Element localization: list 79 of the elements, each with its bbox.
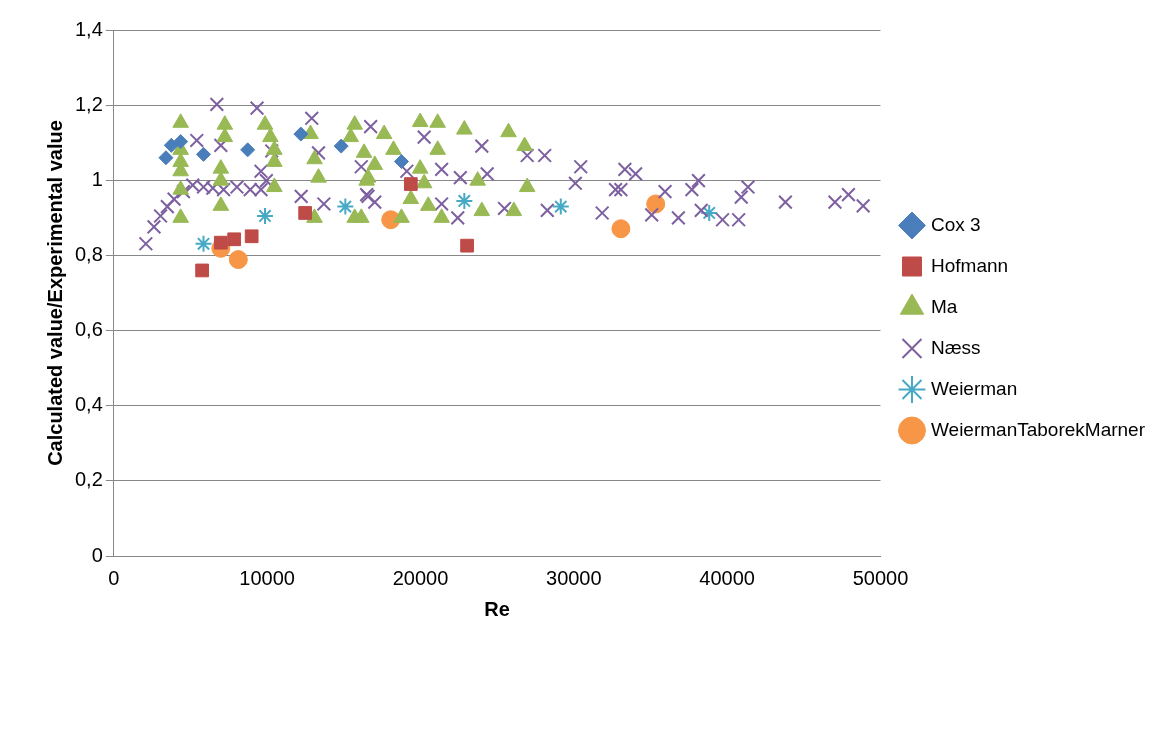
point	[551, 197, 570, 216]
point	[411, 159, 429, 174]
point	[342, 127, 359, 143]
point	[212, 171, 230, 186]
point	[402, 189, 420, 205]
point	[455, 191, 474, 210]
legend-label: Hofmann	[930, 254, 1009, 276]
point	[212, 196, 230, 211]
x-axis-title: Re	[484, 597, 510, 620]
point	[516, 136, 533, 152]
y-tick-label: 1,4	[74, 17, 103, 40]
point	[262, 127, 279, 143]
legend-label: WeiermanTaborekMarner	[930, 418, 1146, 440]
point	[266, 177, 283, 193]
point	[266, 152, 283, 167]
point	[195, 263, 209, 278]
point	[460, 238, 474, 253]
point	[196, 146, 212, 162]
point	[429, 113, 446, 128]
x-tick-label: 30000	[546, 566, 602, 589]
point	[212, 159, 230, 174]
point	[469, 171, 486, 186]
point	[172, 208, 189, 223]
point	[310, 168, 327, 183]
point	[255, 206, 274, 225]
point	[456, 120, 473, 135]
x-tick-label: 0	[108, 566, 120, 589]
point	[429, 140, 446, 155]
point	[385, 140, 402, 155]
y-tick-label: 1	[91, 167, 103, 190]
x-tick-label: 20000	[392, 566, 449, 589]
legend-label: Ma	[930, 295, 958, 317]
point	[216, 115, 234, 130]
point	[228, 250, 248, 270]
point	[646, 194, 666, 214]
x-tick-label: 10000	[239, 566, 295, 589]
point	[227, 232, 242, 247]
legend-label: Næss	[930, 336, 981, 358]
point	[336, 197, 355, 216]
point	[298, 206, 313, 220]
legend-label: Weierman	[930, 377, 1018, 399]
point	[172, 113, 189, 128]
point	[415, 173, 433, 189]
point	[244, 229, 259, 244]
y-tick-label: 0,8	[74, 242, 103, 265]
legend-label: Cox 3	[930, 213, 981, 235]
point	[266, 140, 283, 155]
point	[216, 127, 234, 143]
point	[518, 177, 536, 193]
point	[306, 149, 323, 165]
y-tick-label: 0,4	[74, 393, 103, 416]
point	[172, 180, 189, 195]
y-tick-label: 1,2	[74, 92, 103, 115]
point	[473, 201, 491, 217]
point	[433, 208, 450, 223]
point	[355, 143, 373, 158]
y-tick-label: 0,6	[74, 318, 103, 341]
point	[505, 201, 523, 217]
y-axis-title: Calculated value/Experimental value	[43, 120, 66, 466]
point	[403, 177, 418, 191]
point	[366, 155, 384, 170]
x-tick-label: 50000	[852, 566, 909, 589]
point	[393, 208, 410, 223]
x-tick-label: 40000	[699, 566, 755, 589]
point	[375, 124, 393, 140]
point	[256, 115, 274, 130]
point	[194, 234, 213, 253]
y-tick-label: 0,2	[74, 468, 103, 491]
point	[333, 138, 349, 154]
point	[700, 203, 719, 222]
point	[393, 154, 409, 169]
point	[411, 112, 429, 128]
point	[420, 196, 437, 211]
y-tick-label: 0	[91, 543, 103, 566]
point	[163, 137, 179, 153]
point	[500, 122, 517, 138]
point	[353, 208, 370, 223]
point	[611, 219, 631, 239]
point	[346, 115, 363, 130]
